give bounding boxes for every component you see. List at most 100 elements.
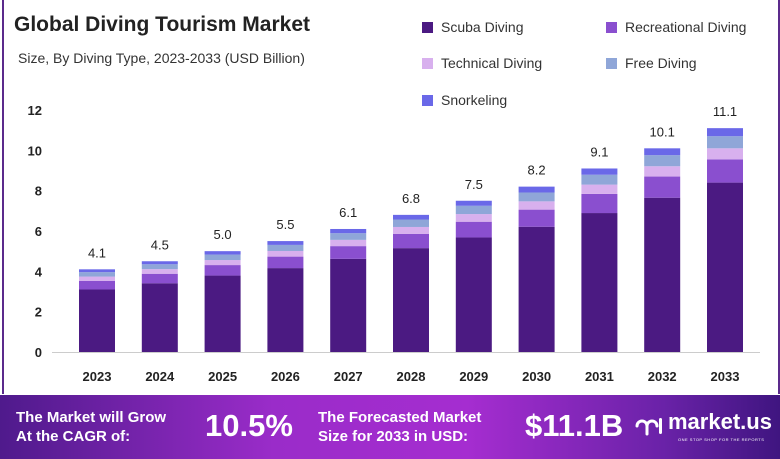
forecast-label: The Forecasted Market Size for 2033 in US… (318, 408, 481, 446)
bar-segment-free-diving (330, 233, 367, 240)
total-label: 4.5 (151, 237, 169, 252)
cagr-label-line: At the CAGR of: (16, 428, 131, 445)
bar-segment-recreational-diving (455, 221, 492, 238)
y-tick-label: 12 (28, 103, 42, 118)
y-tick-label: 8 (35, 184, 42, 199)
x-tick-label: 2024 (145, 369, 175, 384)
y-tick-label: 10 (28, 143, 42, 158)
legend-swatch (606, 21, 617, 33)
bar-segment-snorkeling (644, 148, 681, 156)
bar-segment-recreational-diving (581, 193, 618, 214)
legend-label: Snorkeling (441, 92, 508, 108)
legend-label: Recreational Diving (625, 19, 747, 35)
bar-segment-technical-diving (330, 239, 367, 247)
legend-label: Scuba Diving (441, 19, 524, 35)
bar-segment-recreational-diving (267, 256, 304, 269)
bar-segment-recreational-diving (707, 159, 743, 183)
bar-segment-free-diving (267, 244, 304, 251)
cagr-label: The Market will Grow At the CAGR of: (16, 408, 166, 446)
bar-segment-recreational-diving (79, 280, 115, 290)
x-tick-label: 2023 (83, 369, 112, 384)
bar-segment-recreational-diving (141, 273, 178, 284)
bar-segment-free-diving (393, 219, 429, 227)
bar-segment-snorkeling (393, 214, 429, 220)
bar-segment-recreational-diving (330, 246, 367, 259)
x-tick-label: 2025 (208, 369, 237, 384)
bar-segment-snorkeling (455, 200, 492, 206)
forecast-label-line: Size for 2033 in USD: (318, 428, 469, 445)
bar-segment-recreational-diving (393, 233, 429, 249)
legend-snorkeling: Snorkeling (422, 92, 507, 108)
chart-frame (2, 0, 780, 394)
y-tick-label: 6 (35, 224, 42, 239)
x-tick-label: 2033 (711, 369, 740, 384)
y-tick-label: 0 (35, 345, 42, 360)
total-label: 8.2 (528, 163, 546, 178)
chart-title: Global Diving Tourism Market (14, 13, 310, 36)
bar-segment-technical-diving (393, 226, 429, 234)
legend-label: Technical Diving (441, 55, 543, 71)
y-tick-label: 2 (35, 305, 42, 320)
total-label: 5.0 (214, 227, 232, 242)
x-tick-label: 2031 (585, 369, 614, 384)
bar-segment-technical-diving (141, 269, 178, 274)
bar-segment-snorkeling (581, 168, 618, 175)
bar-segment-snorkeling (204, 251, 241, 255)
bar-segment-scuba-diving (141, 283, 178, 352)
cagr-value: 10.5% (205, 408, 293, 443)
legend-swatch (422, 21, 433, 33)
legend-swatch (422, 57, 433, 69)
bar-segment-free-diving (518, 192, 555, 202)
total-label: 6.1 (339, 205, 357, 220)
bar-segment-technical-diving (644, 166, 681, 177)
bar-segment-snorkeling (79, 269, 115, 273)
bar-segment-recreational-diving (644, 176, 681, 198)
bar-segment-snorkeling (141, 261, 178, 265)
total-label: 7.5 (465, 177, 483, 192)
brand-logo-icon (635, 418, 662, 436)
forecast-value: $11.1B (525, 408, 624, 443)
legend-scuba-diving: Scuba Diving (422, 19, 524, 35)
x-tick-label: 2030 (522, 369, 551, 384)
bar-segment-recreational-diving (518, 209, 555, 227)
legend-label: Free Diving (625, 55, 697, 71)
legend-free-diving: Free Diving (606, 55, 697, 71)
x-tick-label: 2029 (459, 369, 488, 384)
brand-tagline: ONE STOP SHOP FOR THE REPORTS (678, 437, 765, 442)
bar-segment-free-diving (581, 174, 618, 185)
bar-segment-snorkeling (518, 186, 555, 193)
x-tick-label: 2032 (648, 369, 677, 384)
chart-subtitle: Size, By Diving Type, 2023-2033 (USD Bil… (18, 50, 305, 66)
bar-chart: 0 2 4 6 8 10 12 4.1 2023 4.5 2024 5.0 2025 5.5 2026 6.1… (28, 103, 760, 384)
bar-segment-scuba-diving (644, 197, 681, 352)
bar-segment-recreational-diving (204, 265, 241, 276)
summary-banner: The Market will Grow At the CAGR of: 10.5… (0, 395, 780, 459)
bar-segment-scuba-diving (393, 248, 429, 352)
bar-segment-snorkeling (707, 128, 743, 137)
legend-recreational-diving: Recreational Diving (606, 19, 746, 35)
bar-segment-technical-diving (455, 214, 492, 222)
total-label: 4.1 (88, 245, 106, 260)
bar-segment-scuba-diving (204, 275, 241, 352)
bar-segment-technical-diving (518, 201, 555, 210)
bar-segment-technical-diving (707, 148, 743, 160)
bar-segment-technical-diving (581, 184, 618, 194)
legend-swatch (422, 94, 433, 106)
bar-segment-scuba-diving (581, 213, 618, 352)
bar-segment-free-diving (141, 264, 178, 270)
bar-segment-technical-diving (79, 276, 115, 281)
legend-technical-diving: Technical Diving (422, 55, 542, 71)
cagr-label-line: The Market will Grow (16, 409, 167, 426)
total-label: 11.1 (713, 104, 737, 119)
x-tick-label: 2028 (397, 369, 426, 384)
bar-segment-snorkeling (330, 228, 367, 234)
bar-segment-scuba-diving (518, 226, 555, 352)
y-tick-label: 4 (35, 264, 43, 279)
bar-segment-scuba-diving (455, 237, 492, 352)
total-label: 6.8 (402, 191, 420, 206)
legend-swatch (606, 57, 617, 69)
bar-segment-free-diving (644, 155, 681, 167)
bar-segment-scuba-diving (330, 258, 367, 352)
bar-segment-free-diving (455, 205, 492, 215)
bar-segment-scuba-diving (267, 268, 304, 352)
